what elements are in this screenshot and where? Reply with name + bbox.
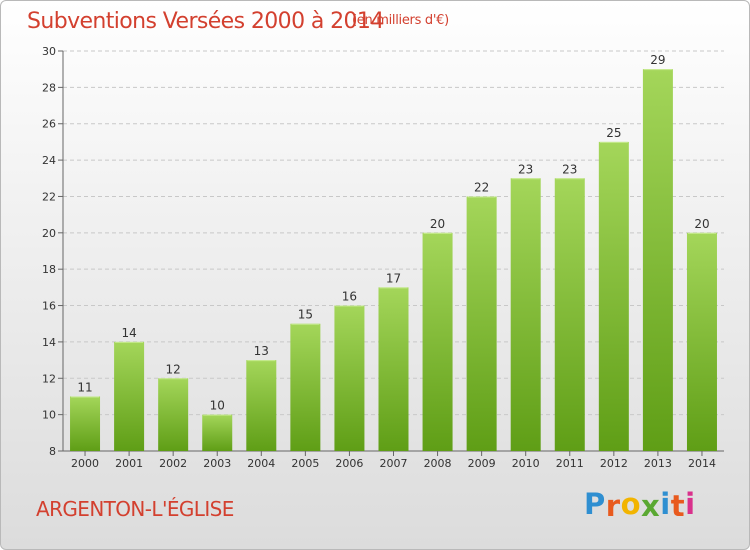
logo-letter: i bbox=[660, 487, 671, 521]
x-tick-label: 2006 bbox=[335, 457, 363, 470]
data-label: 25 bbox=[606, 126, 621, 140]
bar bbox=[466, 196, 497, 451]
data-label: 17 bbox=[386, 271, 401, 285]
x-tick-label: 2012 bbox=[600, 457, 628, 470]
x-tick-label: 2010 bbox=[512, 457, 540, 470]
x-tick-label: 2002 bbox=[159, 457, 187, 470]
x-tick-label: 2011 bbox=[556, 457, 584, 470]
data-label: 10 bbox=[210, 399, 225, 413]
bar bbox=[70, 396, 101, 451]
bar bbox=[158, 378, 189, 451]
y-tick-label: 26 bbox=[42, 118, 56, 131]
logo-letter: t bbox=[670, 489, 686, 523]
data-label: 20 bbox=[430, 217, 445, 231]
y-tick-label: 22 bbox=[42, 190, 56, 203]
bars bbox=[70, 69, 717, 452]
x-tick-label: 2001 bbox=[115, 457, 143, 470]
bar bbox=[686, 232, 717, 451]
unit-note: (en milliers d'€) bbox=[352, 13, 449, 28]
y-tick-label: 20 bbox=[42, 227, 56, 240]
y-tick-label: 16 bbox=[42, 300, 56, 313]
bar bbox=[202, 414, 233, 451]
data-label: 16 bbox=[342, 290, 357, 304]
y-tick-label: 24 bbox=[42, 154, 56, 167]
x-tick-label: 2008 bbox=[424, 457, 452, 470]
logo-letter: i bbox=[685, 487, 696, 521]
data-label: 12 bbox=[166, 362, 181, 376]
logo-letter: x bbox=[641, 489, 661, 523]
data-label: 23 bbox=[518, 162, 533, 176]
data-label: 22 bbox=[474, 180, 489, 194]
x-tick-label: 2013 bbox=[644, 457, 672, 470]
logo-letter: o bbox=[620, 487, 642, 521]
bar bbox=[422, 232, 453, 451]
data-label: 14 bbox=[121, 326, 136, 340]
x-tick-label: 2009 bbox=[468, 457, 496, 470]
logo-letter: P bbox=[584, 487, 606, 521]
bar bbox=[642, 69, 673, 451]
labels: 8 10 12 14 16 18 20 22 24 26 28 30 11 2000 14 2001 12 200… bbox=[42, 45, 716, 470]
bar bbox=[598, 141, 629, 451]
x-tick-label: 2000 bbox=[71, 457, 99, 470]
data-label: 11 bbox=[77, 380, 92, 394]
x-tick-label: 2007 bbox=[380, 457, 408, 470]
data-label: 29 bbox=[650, 53, 665, 67]
bar bbox=[246, 360, 277, 451]
proxiti-logo[interactable]: Proxiti bbox=[584, 487, 696, 523]
y-tick-label: 28 bbox=[42, 81, 56, 94]
y-tick-label: 8 bbox=[49, 445, 56, 458]
bar bbox=[290, 323, 321, 451]
data-label: 15 bbox=[298, 308, 313, 322]
y-tick-label: 12 bbox=[42, 372, 56, 385]
y-tick-label: 10 bbox=[42, 409, 56, 422]
x-tick-label: 2003 bbox=[203, 457, 231, 470]
bar bbox=[510, 178, 541, 452]
bar bbox=[114, 341, 145, 451]
data-label: 23 bbox=[562, 162, 577, 176]
bar bbox=[334, 305, 365, 451]
bar bbox=[378, 287, 409, 451]
x-tick-label: 2005 bbox=[291, 457, 319, 470]
data-label: 13 bbox=[254, 344, 269, 358]
y-tick-label: 18 bbox=[42, 263, 56, 276]
chart-title: Subventions Versées 2000 à 2014 bbox=[27, 9, 384, 34]
data-label: 20 bbox=[694, 217, 709, 231]
x-tick-label: 2004 bbox=[247, 457, 275, 470]
x-tick-label: 2014 bbox=[688, 457, 716, 470]
bar bbox=[554, 178, 585, 452]
commune-name: ARGENTON-L'ÉGLISE bbox=[36, 497, 234, 521]
logo-letter: r bbox=[605, 489, 621, 523]
y-tick-label: 30 bbox=[42, 45, 56, 58]
y-tick-label: 14 bbox=[42, 336, 56, 349]
